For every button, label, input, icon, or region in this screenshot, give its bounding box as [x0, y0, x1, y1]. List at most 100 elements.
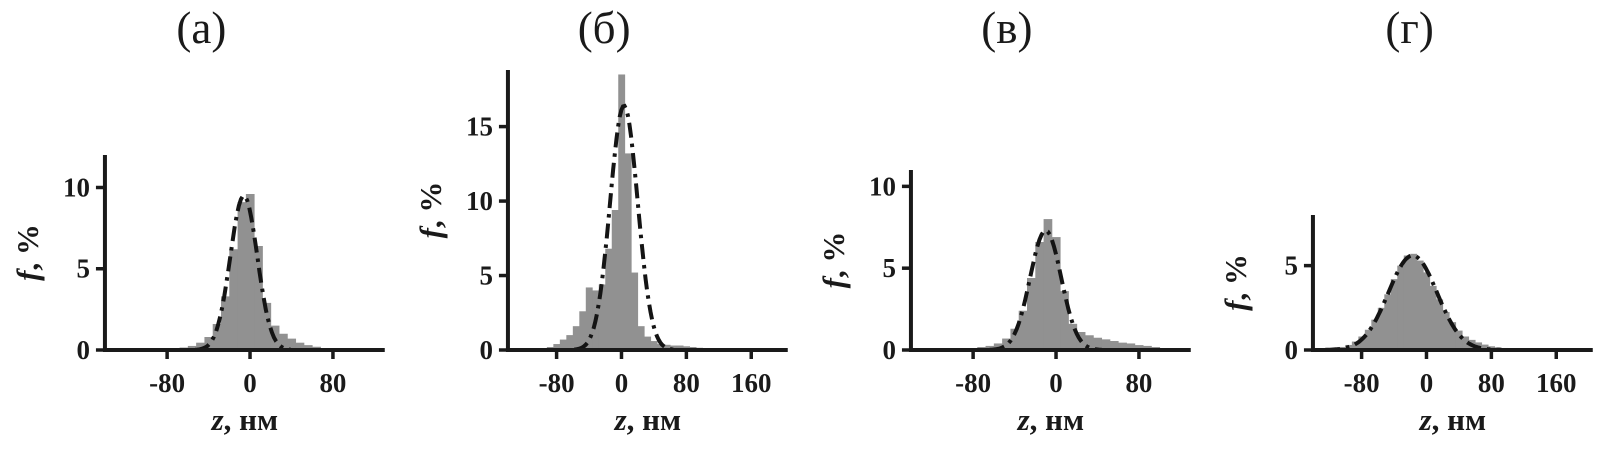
histogram-bar — [1429, 285, 1437, 351]
x-tick-label: 80 — [319, 368, 346, 398]
histogram-bar — [229, 249, 238, 350]
histogram-bar — [1009, 328, 1019, 350]
panel-v-title: (в) — [981, 3, 1033, 53]
histogram-bar — [1126, 343, 1135, 350]
histogram-bar — [559, 339, 567, 350]
histogram-bar — [1449, 322, 1457, 350]
y-tick-label: 0 — [1285, 335, 1298, 365]
y-axis-ticks: 05 — [1285, 251, 1314, 365]
fit-curve — [573, 103, 674, 352]
panel-b: (б) -80 0 80 160 0 5 10 15 z, нм f, % — [403, 0, 806, 457]
histogram-bar — [993, 343, 1003, 350]
axes — [908, 170, 1191, 352]
histogram-bar — [1481, 344, 1489, 350]
panel-b-histogram-plot: -80 0 80 160 0 5 10 15 z, нм f, % — [413, 70, 788, 437]
x-axis-ticks: -80 0 80 — [955, 350, 1152, 398]
histogram-bar — [566, 335, 573, 350]
x-tick-label: 80 — [673, 368, 700, 398]
y-axis-label: f, % — [815, 232, 850, 289]
x-tick-label: 80 — [1478, 368, 1505, 398]
histogram-bar — [676, 345, 684, 350]
histogram-bar — [196, 342, 205, 350]
histogram-bar — [1423, 272, 1431, 351]
histogram-bar — [204, 337, 214, 350]
histogram-bar — [1134, 345, 1143, 350]
histogram-bar — [1378, 307, 1385, 350]
x-axis-ticks: -80 0 80 160 — [538, 350, 771, 398]
histogram-bar — [1117, 342, 1127, 350]
histogram-bar — [1442, 312, 1450, 350]
histogram-bar — [605, 248, 612, 350]
histogram-bar — [212, 324, 222, 350]
histogram-bars — [540, 74, 755, 350]
histogram-bar — [643, 336, 651, 350]
histogram-bar — [187, 345, 197, 350]
y-axis-label: f, % — [1218, 254, 1253, 311]
histogram-bar — [254, 246, 263, 350]
panel-v: (в) -80 0 80 0 5 10 z, нм f, % — [806, 0, 1209, 457]
histogram-bar — [663, 344, 671, 350]
histogram-bar — [650, 341, 658, 350]
panel-v-histogram-plot: -80 0 80 0 5 10 z, нм f, % — [815, 170, 1191, 437]
x-axis-label: z, нм — [1016, 402, 1083, 437]
y-axis-label: f, % — [413, 182, 448, 239]
x-tick-label: -80 — [538, 368, 574, 398]
histogram-bar — [669, 345, 677, 350]
x-tick-label: 0 — [1049, 368, 1062, 398]
histogram-bar — [1142, 345, 1152, 350]
panel-a-histogram-plot: -80 0 80 0 5 10 z, нм f, % — [10, 155, 385, 437]
x-tick-label: 0 — [1420, 368, 1433, 398]
x-axis-ticks: -80 0 80 — [149, 350, 346, 398]
histogram-bar — [262, 302, 272, 351]
y-axis-ticks: 0 5 10 15 — [466, 112, 508, 365]
histogram-bar — [1417, 260, 1424, 350]
x-tick-label: -80 — [149, 368, 185, 398]
histogram-bar — [1101, 339, 1110, 350]
histogram-bar — [617, 74, 625, 350]
panel-g: (г) -80 0 80 160 0 5 z, нм f, % — [1208, 0, 1611, 457]
histogram-bars — [1326, 253, 1554, 351]
histogram-bar — [221, 296, 230, 351]
histogram-bar — [1051, 237, 1061, 350]
x-tick-label: 80 — [1125, 368, 1152, 398]
y-tick-label: 5 — [479, 261, 492, 291]
histogram-bar — [1034, 242, 1044, 350]
histogram-bar — [579, 311, 586, 350]
histogram-bar — [611, 210, 619, 350]
y-tick-label: 5 — [1285, 251, 1298, 281]
y-axis-label: f, % — [10, 224, 45, 281]
y-axis-ticks: 0 5 10 — [63, 172, 105, 365]
histogram-bar — [1462, 336, 1470, 350]
histogram-bar — [303, 345, 313, 351]
fit-curve — [1325, 253, 1501, 352]
histogram-bar — [245, 194, 255, 350]
histogram-bar — [1092, 337, 1102, 350]
histogram-bar — [1455, 330, 1463, 350]
y-tick-label: 0 — [76, 335, 89, 365]
panel-a: (а) -80 0 80 0 5 10 z, нм f, % — [0, 0, 403, 457]
histogram-bar — [1358, 336, 1366, 350]
histogram-bar — [553, 344, 560, 350]
histogram-bar — [1109, 341, 1119, 350]
histogram-bar — [1371, 319, 1379, 351]
histogram-bar — [1410, 253, 1418, 350]
histogram-bars — [146, 194, 346, 351]
panel-a-title: (а) — [176, 3, 227, 53]
x-tick-label: 160 — [1536, 368, 1576, 398]
histogram-bar — [1365, 329, 1372, 350]
y-tick-label: 5 — [882, 253, 895, 283]
histogram-bar — [572, 326, 580, 350]
y-tick-label: 10 — [466, 186, 493, 216]
histogram-bar — [585, 287, 593, 350]
histogram-bar — [630, 272, 638, 350]
x-tick-label: 160 — [731, 368, 771, 398]
histogram-bar — [1397, 265, 1405, 351]
histogram-bar — [656, 344, 664, 350]
fit-curve — [195, 193, 291, 352]
histogram-bars — [951, 219, 1168, 350]
histogram-bar — [287, 338, 297, 351]
histogram-bar — [1404, 255, 1411, 350]
y-tick-label: 0 — [479, 335, 492, 365]
